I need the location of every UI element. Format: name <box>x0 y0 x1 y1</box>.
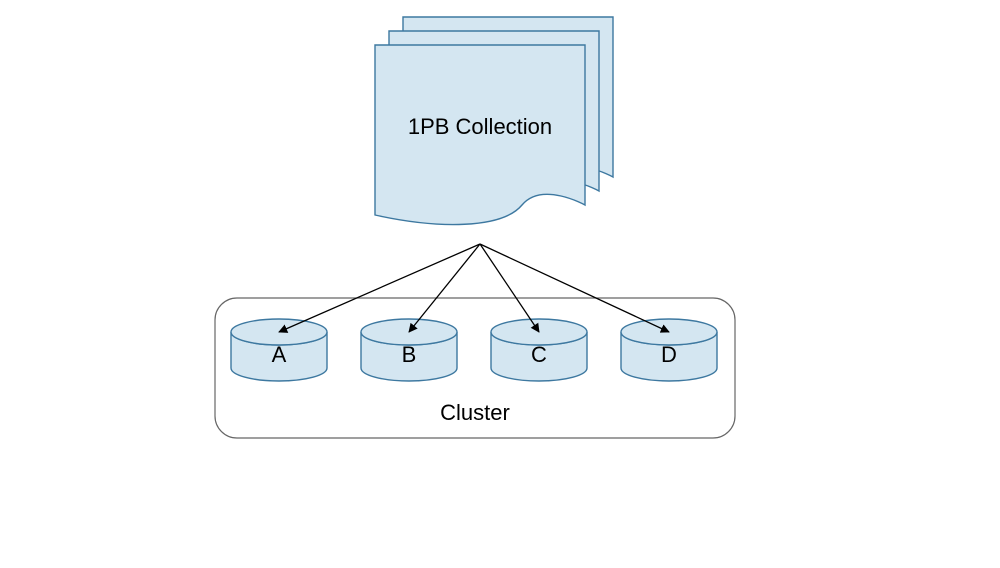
arrow-to-disk-0 <box>279 244 480 332</box>
disk-a-label: A <box>272 342 287 367</box>
arrow-to-disk-1 <box>409 244 480 332</box>
architecture-diagram: 1PB Collection Cluster A B C D <box>0 0 1000 568</box>
disk-d-label: D <box>661 342 677 367</box>
disk-c-label: C <box>531 342 547 367</box>
arrow-to-disk-3 <box>480 244 669 332</box>
cluster-label: Cluster <box>440 400 510 425</box>
disk-b-label: B <box>402 342 417 367</box>
collection-label: 1PB Collection <box>408 114 552 139</box>
